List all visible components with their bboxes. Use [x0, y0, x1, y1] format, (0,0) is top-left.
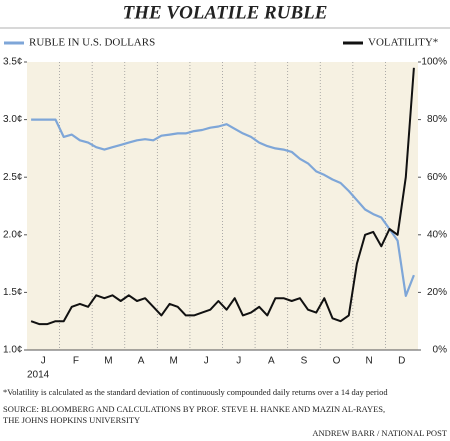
y-tick-label: 2.0¢ [3, 229, 22, 240]
y2-tick-label: 60% [427, 172, 447, 183]
x-tick-label: F [73, 356, 79, 367]
x-tick-label: J [41, 356, 46, 367]
x-tick-label: S [301, 356, 308, 367]
x-tick-label: O [333, 356, 341, 367]
legend-label: VOLATILITY* [368, 37, 438, 49]
y-tick-label: 3.0¢ [3, 114, 22, 125]
y2-tick-label: 40% [427, 229, 447, 240]
y-tick-label: 2.5¢ [3, 172, 22, 183]
y2-tick-label: 20% [427, 287, 447, 298]
x-tick-label: A [268, 356, 275, 367]
x-tick-label: A [138, 356, 145, 367]
y-tick-label: 1.5¢ [3, 287, 22, 298]
x-tick-label: M [169, 356, 177, 367]
series-line [30, 67, 415, 326]
source: THE JOHNS HOPKINS UNIVERSITY [3, 415, 140, 425]
x-tick-label: J [236, 356, 241, 367]
footnote: *Volatility is calculated as the standar… [3, 387, 388, 397]
series-line [31, 118, 415, 297]
y2-tick-label: 100% [421, 57, 447, 68]
y2-tick-label: 0% [433, 345, 448, 356]
credit: ANDREW BARR / NATIONAL POST [312, 428, 447, 438]
year-label: 2014 [27, 370, 50, 381]
source: SOURCE: BLOOMBERG AND CALCULATIONS BY PR… [3, 404, 385, 414]
x-tick-label: M [104, 356, 112, 367]
chart-title: THE VOLATILE RUBLE [123, 2, 328, 23]
y2-tick-label: 80% [427, 114, 447, 125]
x-tick-label: D [398, 356, 405, 367]
x-tick-label: N [366, 356, 373, 367]
y-tick-label: 3.5¢ [3, 57, 22, 68]
legend-label: RUBLE IN U.S. DOLLARS [29, 37, 155, 49]
y-tick-label: 1.0¢ [3, 345, 22, 356]
x-tick-label: J [204, 356, 209, 367]
